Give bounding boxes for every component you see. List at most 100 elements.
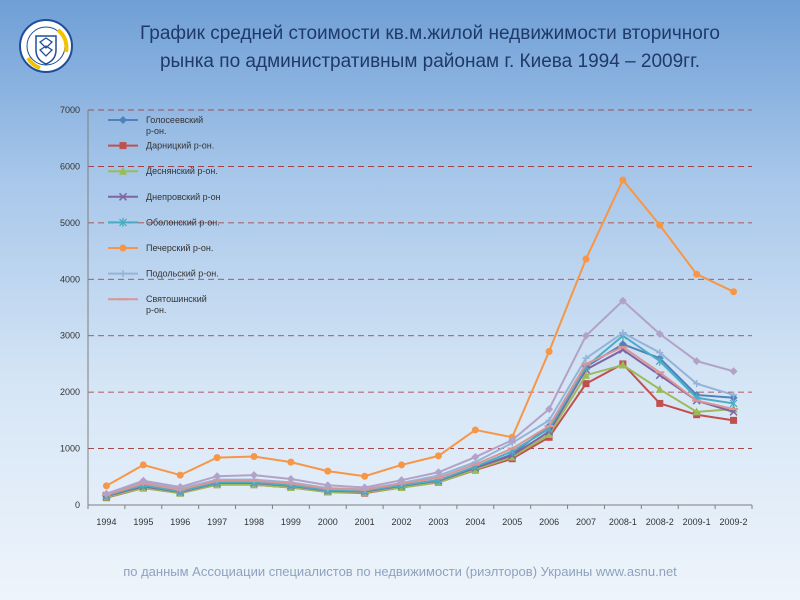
series-8 xyxy=(102,296,738,498)
data-point-8-7 xyxy=(360,483,369,492)
data-point-5-4 xyxy=(250,452,258,460)
data-point-5-12 xyxy=(545,348,553,356)
legend-item-4: Оболонский р-он. xyxy=(108,217,220,227)
data-point-5-14 xyxy=(619,176,627,184)
x-tick-label-2006: 2006 xyxy=(539,517,559,527)
x-tick-label-1998: 1998 xyxy=(244,517,264,527)
data-point-5-9 xyxy=(434,452,442,460)
x-tick-label-1999: 1999 xyxy=(281,517,301,527)
x-tick-label-2009-2: 2009-2 xyxy=(720,517,748,527)
data-point-6-15 xyxy=(656,349,664,357)
data-point-2-13 xyxy=(582,370,590,379)
axes: 0 1000 2000 3000 4000 5000 6000 7000 1994 1995 199… xyxy=(60,105,753,527)
data-point-8-13 xyxy=(582,331,590,340)
x-tick-label-2008-2: 2008-2 xyxy=(646,517,674,527)
series-line-4 xyxy=(106,334,734,497)
data-point-5-5 xyxy=(287,458,295,466)
x-tick-label-2009-1: 2009-1 xyxy=(683,517,711,527)
data-point-6-17 xyxy=(730,391,738,399)
legend-item-1: Дарницкий р-он. xyxy=(108,141,214,151)
legend-label-5: Печерский р-он. xyxy=(146,243,213,253)
chart-title-line-2: рынка по административным районам г. Кие… xyxy=(159,51,700,72)
series-line-5 xyxy=(105,178,734,487)
legend-swatch-marker-3 xyxy=(118,192,128,201)
chart-title-line-1: График средней стоимости кв.м.жилой недв… xyxy=(140,23,720,44)
series-7 xyxy=(101,345,739,496)
data-point-4-17 xyxy=(729,398,738,408)
data-point-6-13 xyxy=(582,354,590,362)
data-point-8-2 xyxy=(176,482,185,491)
y-tick-label-6000: 6000 xyxy=(60,161,80,171)
chart-title: График средней стоимости кв.м.жилой недв… xyxy=(100,20,760,76)
legend-label-3: Днепровский р-он xyxy=(146,192,221,202)
data-point-8-8 xyxy=(397,476,406,485)
y-tick-label-2000: 2000 xyxy=(60,387,80,397)
data-point-5-3 xyxy=(213,454,221,462)
legend-label-7-cont: р-он. xyxy=(146,305,166,315)
y-tick-label-1000: 1000 xyxy=(60,444,80,454)
series-2 xyxy=(102,360,738,501)
series-line-1 xyxy=(106,362,734,499)
gridlines xyxy=(88,109,752,449)
x-tick-label-1994: 1994 xyxy=(96,517,116,527)
legend-label-2: Деснянский р-он. xyxy=(146,166,218,176)
data-point-8-16 xyxy=(692,357,701,366)
logo-yellow-band xyxy=(56,28,69,53)
legend-swatch-marker-5 xyxy=(119,244,127,252)
data-point-8-14 xyxy=(618,296,627,305)
data-source-note: по данным Ассоциации специалистов по нед… xyxy=(123,564,677,579)
legend-label-0: Голосеевский xyxy=(146,115,203,125)
x-tick-label-1997: 1997 xyxy=(207,517,227,527)
data-point-5-7 xyxy=(361,472,369,480)
x-tick-label-2005: 2005 xyxy=(502,517,522,527)
data-point-5-6 xyxy=(324,467,332,475)
data-point-8-3 xyxy=(213,472,222,481)
data-point-8-12 xyxy=(545,405,554,414)
data-point-8-1 xyxy=(139,476,148,485)
data-point-8-10 xyxy=(471,453,480,462)
data-point-5-1 xyxy=(139,461,147,469)
data-point-1-13 xyxy=(582,380,590,388)
legend-label-4: Оболонский р-он. xyxy=(146,217,220,227)
series-lines xyxy=(101,176,739,502)
legend-item-2: Деснянский р-он. xyxy=(108,166,218,176)
data-point-2-12 xyxy=(545,429,554,438)
data-point-4-15 xyxy=(655,356,664,366)
data-point-8-5 xyxy=(286,475,295,484)
legend-label-7: Святошинский xyxy=(146,294,207,304)
data-point-5-2 xyxy=(176,471,184,479)
series-line-3 xyxy=(106,348,734,497)
x-tick-label-2007: 2007 xyxy=(576,517,596,527)
data-point-8-0 xyxy=(102,489,111,498)
data-point-6-14 xyxy=(619,329,627,337)
x-tick-label-2000: 2000 xyxy=(318,517,338,527)
series-line-6 xyxy=(106,331,734,496)
data-point-5-16 xyxy=(693,270,701,278)
data-point-5-15 xyxy=(656,221,664,229)
data-point-5-13 xyxy=(582,255,590,263)
legend-swatch-marker-6 xyxy=(119,270,127,278)
data-point-6-16 xyxy=(693,380,701,388)
logo-yellow-band-2 xyxy=(26,56,41,70)
series-4 xyxy=(102,331,738,500)
data-point-5-8 xyxy=(398,461,406,469)
data-point-8-15 xyxy=(655,330,664,339)
x-tick-label-1996: 1996 xyxy=(170,517,190,527)
series-line-2 xyxy=(106,363,734,499)
logo-ornament xyxy=(38,37,54,57)
legend-swatch-marker-0 xyxy=(119,116,127,124)
data-point-2-16 xyxy=(692,407,701,416)
data-point-1-15 xyxy=(656,399,664,407)
legend-item-3: Днепровский р-он xyxy=(108,192,221,202)
data-point-8-6 xyxy=(323,481,332,490)
x-tick-label-2004: 2004 xyxy=(465,517,485,527)
legend-swatch-marker-1 xyxy=(119,142,127,150)
series-line-8 xyxy=(106,299,734,495)
legend-label-1: Дарницкий р-он. xyxy=(146,141,214,151)
data-point-5-10 xyxy=(471,426,479,434)
data-point-8-4 xyxy=(250,471,258,480)
